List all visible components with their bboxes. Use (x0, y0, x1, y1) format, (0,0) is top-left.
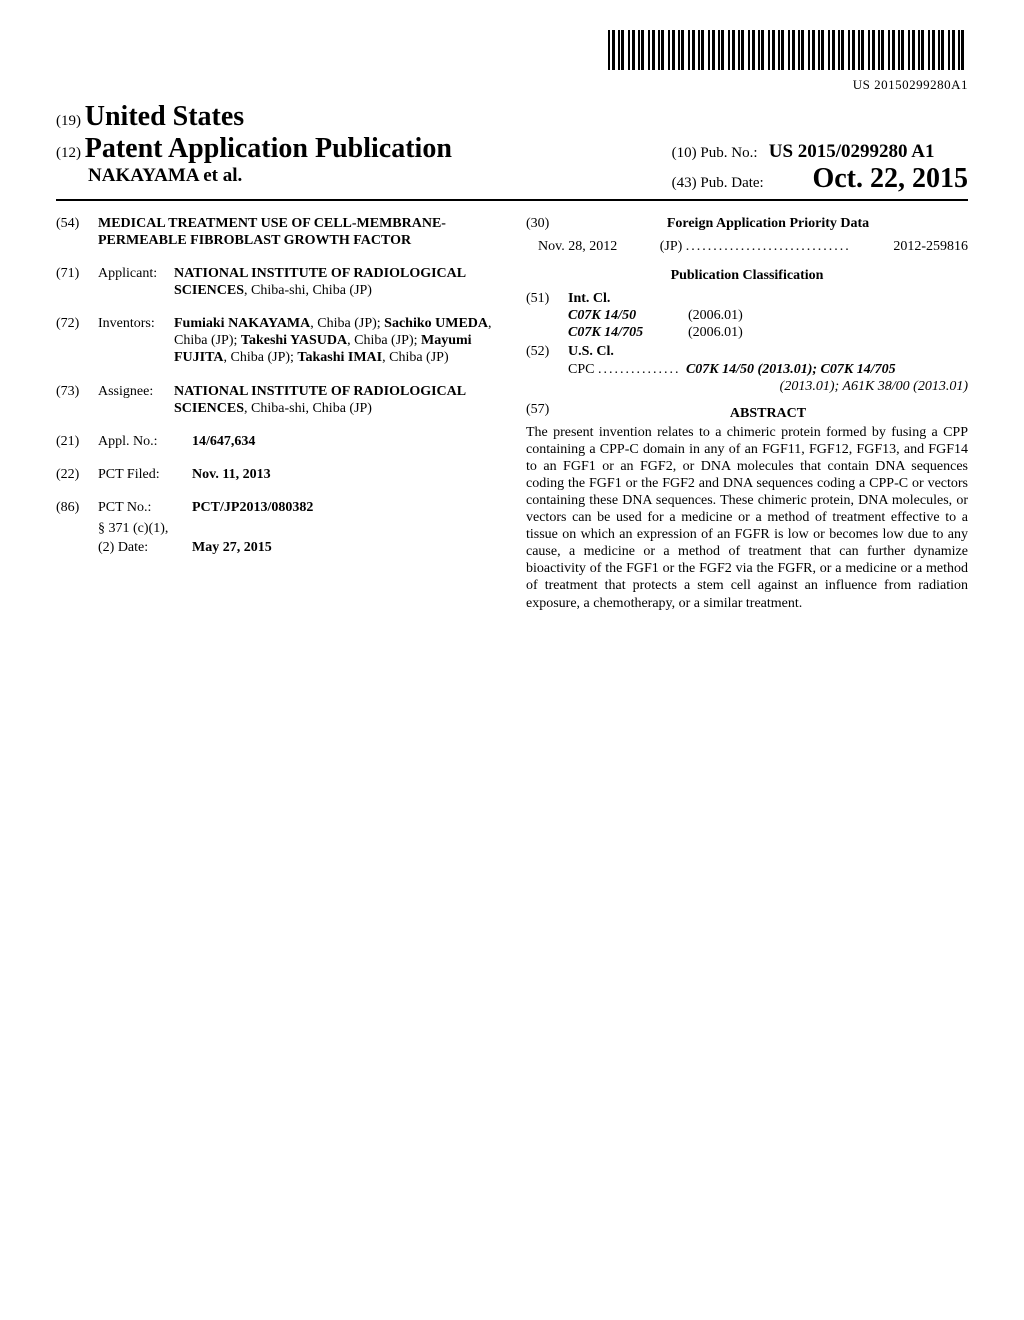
patent-page: US 20150299280A1 (19) United States (12)… (0, 0, 1024, 642)
left-column: (54) MEDICAL TREATMENT USE OF CELL-MEMBR… (56, 215, 498, 612)
right-column: (30) Foreign Application Priority Data N… (526, 215, 968, 612)
field-86-sub1: § 371 (c)(1), (56, 520, 498, 537)
code-43: (43) (672, 175, 697, 191)
intcl-row-0: C07K 14/50 (2006.01) (568, 307, 968, 324)
field-71: (71) Applicant: NATIONAL INSTITUTE OF RA… (56, 265, 498, 299)
foreign-date: Nov. 28, 2012 (538, 238, 617, 255)
intcl-ver-1: (2006.01) (688, 324, 743, 341)
label-pctfiled: PCT Filed: (98, 466, 192, 483)
header-left: (12) Patent Application Publication NAKA… (56, 133, 452, 187)
code-54: (54) (56, 215, 98, 249)
barcode-graphic (608, 30, 968, 70)
field-22: (22) PCT Filed: Nov. 11, 2013 (56, 466, 498, 483)
intcl-row-1: C07K 14/705 (2006.01) (568, 324, 968, 341)
label-uscl: U.S. Cl. (568, 343, 968, 360)
applicant-body: NATIONAL INSTITUTE OF RADIOLOGICAL SCIEN… (174, 265, 498, 299)
s371-label: § 371 (c)(1), (98, 520, 498, 537)
pctfiled-value: Nov. 11, 2013 (192, 466, 498, 483)
int-cl-block: Int. Cl. C07K 14/50 (2006.01) C07K 14/70… (568, 290, 968, 341)
header-line-country: (19) United States (56, 101, 968, 133)
code-30: (30) (526, 215, 568, 232)
code-21: (21) (56, 433, 98, 450)
field-54: (54) MEDICAL TREATMENT USE OF CELL-MEMBR… (56, 215, 498, 249)
cpc-label: CPC (568, 362, 594, 377)
code-22: (22) (56, 466, 98, 483)
inventor-2: Takeshi YASUDA (241, 333, 347, 348)
code-52: (52) (526, 343, 568, 394)
cpc-val-2: (2013.01); A61K 38/00 (2013.01) (780, 379, 968, 394)
abstract-title: ABSTRACT (568, 405, 968, 422)
pub-class-title: Publication Classification (526, 267, 968, 284)
code-86: (86) (56, 499, 98, 516)
us-cl-block: U.S. Cl. CPC ............... C07K 14/50 … (568, 343, 968, 394)
barcode-text: US 20150299280A1 (56, 77, 968, 93)
code-73: (73) (56, 383, 98, 417)
barcode-block: US 20150299280A1 (56, 30, 968, 93)
field-86: (86) PCT No.: PCT/JP2013/080382 (56, 499, 498, 516)
pub-no-label: Pub. No.: (700, 145, 757, 161)
2date-value: May 27, 2015 (192, 539, 498, 556)
code-72: (72) (56, 315, 98, 366)
pctno-value: PCT/JP2013/080382 (192, 499, 498, 516)
field-72: (72) Inventors: Fumiaki NAKAYAMA, Chiba … (56, 315, 498, 366)
label-intcl: Int. Cl. (568, 290, 968, 307)
field-86-sub2: (2) Date: May 27, 2015 (56, 539, 498, 556)
header-line-doctype: (12) Patent Application Publication (56, 133, 452, 165)
inventor-4: Takashi IMAI (297, 350, 382, 365)
code-51: (51) (526, 290, 568, 341)
code-10: (10) (672, 145, 697, 161)
field-73: (73) Assignee: NATIONAL INSTITUTE OF RAD… (56, 383, 498, 417)
pub-no-line: (10) Pub. No.: US 2015/0299280 A1 (672, 141, 968, 163)
pub-date: Oct. 22, 2015 (812, 163, 968, 194)
inventor-1: Sachiko UMEDA (384, 316, 488, 331)
field-52: (52) U.S. Cl. CPC ............... C07K 1… (526, 343, 968, 394)
country: United States (85, 101, 244, 132)
code-57: (57) (526, 401, 568, 422)
applno-value: 14/647,634 (192, 433, 498, 450)
pub-no: US 2015/0299280 A1 (769, 141, 935, 162)
inventor-0: Fumiaki NAKAYAMA (174, 316, 310, 331)
cpc-line-2: (2013.01); A61K 38/00 (2013.01) (568, 378, 968, 395)
doc-type: Patent Application Publication (85, 133, 452, 164)
intcl-code-1: C07K 14/705 (568, 324, 688, 341)
cpc-line-1: CPC ............... C07K 14/50 (2013.01)… (568, 361, 968, 378)
pub-date-label: Pub. Date: (700, 175, 763, 191)
code-19: (19) (56, 113, 81, 129)
field-21: (21) Appl. No.: 14/647,634 (56, 433, 498, 450)
inventors-body: Fumiaki NAKAYAMA, Chiba (JP); Sachiko UM… (174, 315, 498, 366)
cpc-val-1: C07K 14/50 (2013.01); C07K 14/705 (686, 362, 896, 377)
label-2date: (2) Date: (98, 539, 192, 556)
code-12: (12) (56, 145, 81, 161)
field-30: (30) Foreign Application Priority Data (526, 215, 968, 232)
field-57: (57) ABSTRACT (526, 401, 968, 422)
header-row-main: (12) Patent Application Publication NAKA… (56, 133, 968, 195)
applicant-loc: , Chiba-shi, Chiba (JP) (244, 283, 372, 298)
foreign-priority-row: Nov. 28, 2012 (JP) .....................… (526, 238, 968, 255)
foreign-priority-title: Foreign Application Priority Data (568, 215, 968, 232)
header-right: (10) Pub. No.: US 2015/0299280 A1 (43) P… (672, 141, 968, 195)
intcl-ver-0: (2006.01) (688, 307, 743, 324)
body-columns: (54) MEDICAL TREATMENT USE OF CELL-MEMBR… (56, 215, 968, 612)
abstract-body: The present invention relates to a chime… (526, 424, 968, 612)
foreign-appno: 2012-259816 (893, 238, 968, 255)
field-51: (51) Int. Cl. C07K 14/50 (2006.01) C07K … (526, 290, 968, 341)
label-applno: Appl. No.: (98, 433, 192, 450)
label-applicant: Applicant: (98, 265, 174, 299)
code-71: (71) (56, 265, 98, 299)
header: (19) United States (12) Patent Applicati… (56, 101, 968, 201)
label-inventors: Inventors: (98, 315, 174, 366)
pub-date-line: (43) Pub. Date: Oct. 22, 2015 (672, 163, 968, 195)
intcl-code-0: C07K 14/50 (568, 307, 688, 324)
assignee-loc: , Chiba-shi, Chiba (JP) (244, 401, 372, 416)
authors-line: NAKAYAMA et al. (56, 165, 452, 187)
assignee-body: NATIONAL INSTITUTE OF RADIOLOGICAL SCIEN… (174, 383, 498, 417)
invention-title: MEDICAL TREATMENT USE OF CELL-MEMBRANE-P… (98, 215, 498, 249)
label-pctno: PCT No.: (98, 499, 192, 516)
foreign-country: (JP) .............................. (660, 238, 851, 255)
label-assignee: Assignee: (98, 383, 174, 417)
